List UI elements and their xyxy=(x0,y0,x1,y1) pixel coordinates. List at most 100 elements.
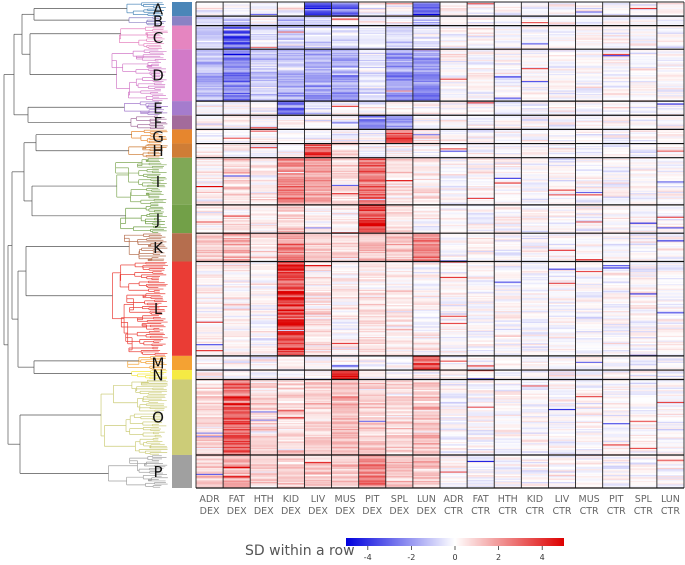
heatmap-cell xyxy=(467,23,495,25)
heatmap-cell xyxy=(629,214,658,216)
heatmap-cell xyxy=(494,58,522,61)
heatmap-cell xyxy=(467,237,495,240)
heatmap-cell xyxy=(467,253,495,255)
heatmap-cell xyxy=(196,211,224,214)
heatmap-cell xyxy=(331,204,360,207)
heatmap-cell xyxy=(223,182,251,185)
heatmap-cell xyxy=(629,210,658,213)
heatmap-cell xyxy=(575,181,604,183)
heatmap-cell xyxy=(223,221,251,223)
heatmap-cell xyxy=(575,103,604,105)
heatmap-cell xyxy=(250,70,278,72)
heatmap-cell xyxy=(196,180,224,182)
heatmap-cell xyxy=(629,144,658,147)
heatmap-cell xyxy=(575,248,604,251)
heatmap-cell xyxy=(494,92,522,95)
heatmap-cell xyxy=(521,220,549,222)
heatmap-cell xyxy=(223,241,251,243)
heatmap-cell xyxy=(521,152,549,155)
heatmap-cell xyxy=(467,108,495,110)
heatmap-cell xyxy=(521,35,549,37)
heatmap-cell xyxy=(575,176,604,179)
heatmap-cell xyxy=(575,165,604,168)
heatmap-cell xyxy=(521,136,549,139)
heatmap-cell xyxy=(385,18,414,21)
heatmap-cell xyxy=(440,18,468,21)
heatmap-cell xyxy=(467,89,495,91)
heatmap-cell xyxy=(250,227,278,229)
heatmap-cell xyxy=(602,51,631,54)
heatmap-cell xyxy=(602,25,631,28)
heatmap-cell xyxy=(494,263,522,266)
heatmap-cell xyxy=(602,98,631,101)
heatmap-cell xyxy=(467,149,495,151)
heatmap-cell xyxy=(196,254,224,256)
heatmap-cell xyxy=(223,145,251,148)
heatmap-cell xyxy=(196,193,224,195)
heatmap-cell xyxy=(440,187,468,189)
heatmap-cell xyxy=(412,86,441,89)
heatmap-cell xyxy=(331,117,360,120)
heatmap-cell xyxy=(196,250,224,253)
heatmap-cell xyxy=(304,194,332,196)
heatmap-cell xyxy=(629,254,658,256)
cluster-color-sidebar xyxy=(172,2,192,488)
heatmap-cell xyxy=(412,106,441,109)
heatmap-cell xyxy=(412,247,441,249)
heatmap-cell xyxy=(196,63,224,65)
heatmap-cell xyxy=(575,46,604,49)
heatmap-cell xyxy=(331,29,360,31)
heatmap-cell xyxy=(223,117,251,120)
heatmap-cell xyxy=(250,190,278,193)
heatmap-cell xyxy=(440,103,468,105)
heatmap-cell xyxy=(223,200,251,202)
heatmap-cell xyxy=(223,23,251,25)
heatmap-cell xyxy=(277,115,305,117)
heatmap-cell xyxy=(331,46,360,49)
heatmap-cell xyxy=(223,125,251,128)
heatmap-cell xyxy=(494,161,522,163)
heatmap-cell xyxy=(331,82,360,84)
heatmap-cell xyxy=(412,215,441,218)
heatmap-cell xyxy=(602,129,631,131)
heatmap-cell xyxy=(304,90,332,92)
heatmap-cell xyxy=(440,95,468,97)
heatmap-cell xyxy=(575,130,604,133)
heatmap-cell xyxy=(385,227,414,229)
heatmap-cell xyxy=(548,254,576,256)
heatmap-cell xyxy=(548,182,576,185)
heatmap-cell xyxy=(494,81,522,83)
heatmap-cell xyxy=(277,110,305,113)
heatmap-cell xyxy=(656,116,685,118)
heatmap-cell xyxy=(494,131,522,134)
heatmap-cell xyxy=(331,214,360,216)
heatmap-cell xyxy=(575,144,604,147)
heatmap-cell xyxy=(304,250,332,253)
heatmap-cell xyxy=(358,157,387,160)
heatmap-cell xyxy=(304,261,332,264)
heatmap-cell xyxy=(440,49,468,51)
heatmap-cell xyxy=(548,143,576,146)
heatmap-cell xyxy=(494,162,522,164)
heatmap-cell xyxy=(521,84,549,87)
heatmap-cell xyxy=(656,147,685,149)
heatmap-cell xyxy=(277,116,305,118)
heatmap-cell xyxy=(223,131,251,134)
heatmap-cell xyxy=(223,170,251,173)
heatmap-cell xyxy=(250,155,278,157)
heatmap-cell xyxy=(277,33,305,36)
heatmap-cell xyxy=(656,38,685,41)
heatmap-cell xyxy=(223,178,251,181)
heatmap-cell xyxy=(385,246,414,248)
heatmap-cell xyxy=(412,43,441,45)
heatmap-cell xyxy=(304,17,332,19)
heatmap-cell xyxy=(412,84,441,87)
heatmap-cell xyxy=(521,37,549,39)
heatmap-cell xyxy=(331,181,360,183)
heatmap-cell xyxy=(467,135,495,137)
heatmap-cell xyxy=(331,112,360,115)
heatmap-cell xyxy=(521,6,549,9)
heatmap-cell xyxy=(250,111,278,114)
heatmap-cell xyxy=(331,230,360,233)
heatmap-cell xyxy=(304,65,332,68)
